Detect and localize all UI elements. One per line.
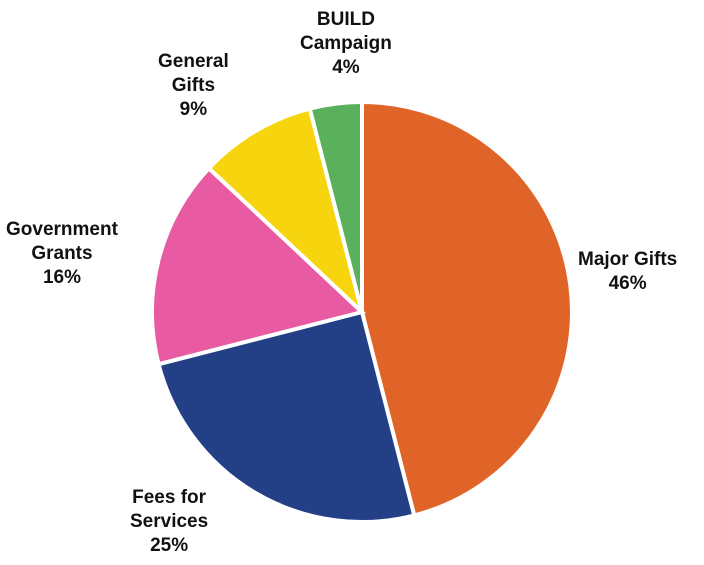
slice-label-name-line: Fees for — [132, 487, 207, 508]
slice-value-label: 46% — [608, 273, 647, 294]
slice-value-label: 4% — [332, 57, 360, 78]
slice-label-name-line: Gifts — [171, 75, 216, 96]
slice-label-general-gifts: General Gifts 9% — [158, 50, 229, 122]
slice-label-name-line: General — [158, 51, 229, 72]
slice-label-build-campaign: BUILD Campaign 4% — [300, 8, 392, 80]
slice-label-name-line: Government — [6, 219, 118, 240]
pie-slice-fees-for-services — [156, 309, 417, 524]
slice-label-fees-for-services: Fees for Services 25% — [130, 486, 208, 558]
pie-slice-government-grants — [150, 165, 367, 367]
slice-label-name-line: Services — [130, 511, 209, 532]
pie-slice-general-gifts — [206, 106, 366, 319]
slice-label-name-line: Grants — [31, 243, 93, 264]
pie-slice-build-campaign — [307, 99, 364, 313]
pie-slice-major-gifts — [360, 99, 574, 518]
slice-label-government-grants: Government Grants 16% — [6, 218, 118, 290]
slice-label-name-line: Campaign — [300, 33, 392, 54]
slice-label-name-line: Major Gifts — [578, 249, 678, 270]
slice-value-label: 16% — [42, 267, 81, 288]
slice-value-label: 9% — [179, 99, 208, 120]
slice-value-label: 25% — [150, 535, 189, 556]
slice-label-name-line: BUILD — [316, 9, 375, 30]
slice-label-major-gifts: Major Gifts 46% — [578, 248, 677, 296]
